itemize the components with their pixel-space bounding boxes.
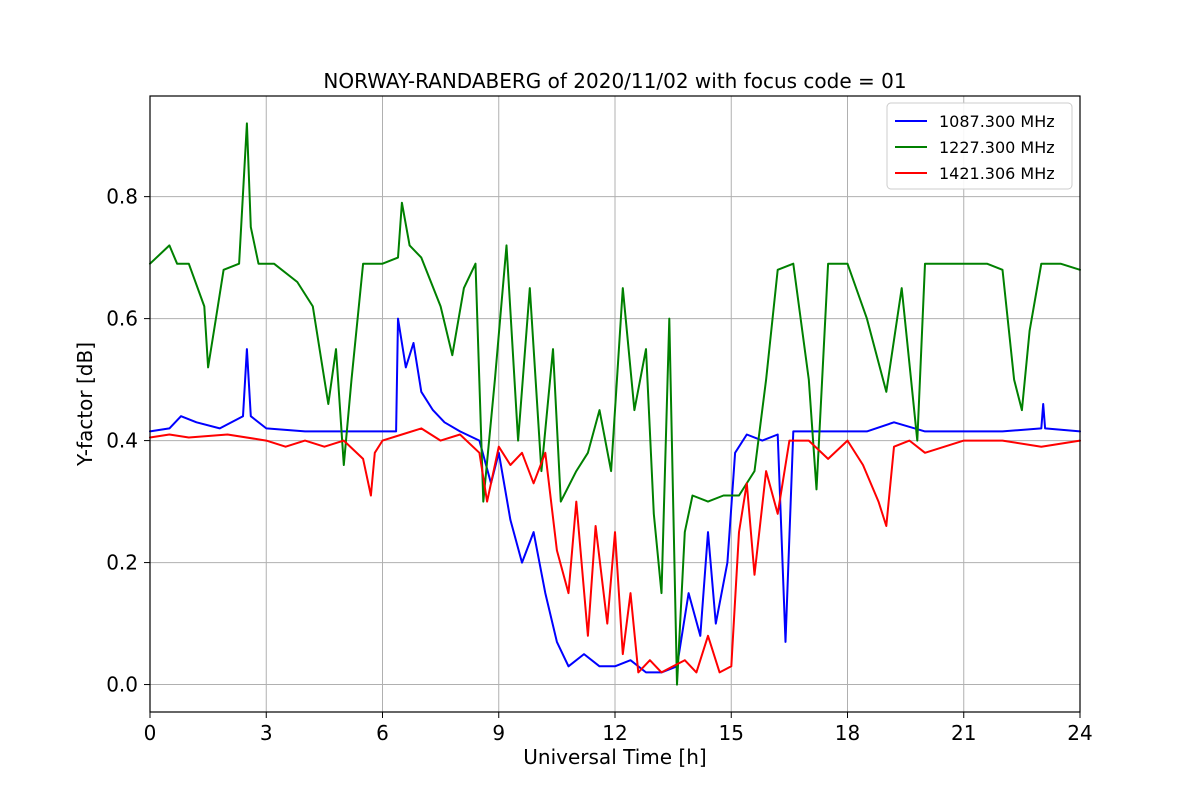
y-tick-label: 0.8	[106, 185, 138, 209]
y-tick-label: 0.6	[106, 307, 138, 331]
series-line-1	[149, 317, 1081, 674]
y-axis-label: Y-factor [dB]	[73, 342, 97, 467]
series-line-2	[149, 122, 1081, 686]
legend-label-1: 1087.300 MHz	[939, 112, 1055, 131]
y-tick-label: 0.2	[106, 551, 138, 575]
x-tick-label: 6	[376, 721, 389, 745]
x-tick-label: 18	[835, 721, 860, 745]
legend-label-3: 1421.306 MHz	[939, 164, 1055, 183]
legend: 1087.300 MHz 1227.300 MHz 1421.306 MHz	[886, 102, 1073, 190]
y-tick-label: 0.4	[106, 429, 138, 453]
x-tick-label: 0	[144, 721, 157, 745]
series-line-3	[149, 427, 1081, 674]
x-tick-label: 24	[1067, 721, 1092, 745]
x-tick-label: 3	[260, 721, 273, 745]
chart-title: NORWAY-RANDABERG of 2020/11/02 with focu…	[323, 69, 906, 93]
y-tick-label: 0.0	[106, 673, 138, 697]
x-tick-label: 12	[602, 721, 627, 745]
legend-label-2: 1227.300 MHz	[939, 138, 1055, 157]
x-tick-label: 15	[719, 721, 744, 745]
x-tick-label: 21	[951, 721, 976, 745]
x-axis-label: Universal Time [h]	[523, 745, 706, 769]
x-tick-label: 9	[492, 721, 505, 745]
series-layer	[149, 122, 1081, 686]
legend-box	[886, 102, 1073, 190]
ticks-layer: 0 3 6 9 12 15 18 21 24 0.0 0.2 0.4 0.6 0.8	[106, 185, 1093, 745]
